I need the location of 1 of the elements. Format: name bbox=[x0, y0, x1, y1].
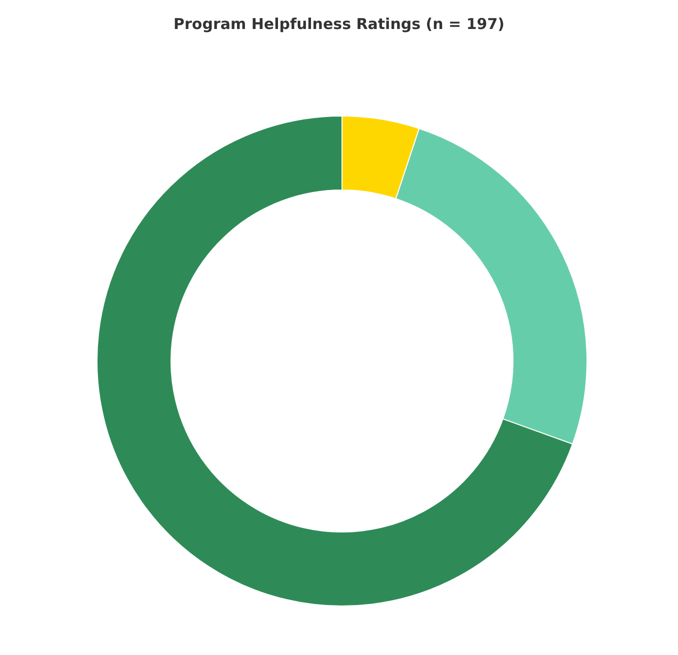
chart-title: Program Helpfulness Ratings (n = 197) bbox=[174, 15, 504, 33]
